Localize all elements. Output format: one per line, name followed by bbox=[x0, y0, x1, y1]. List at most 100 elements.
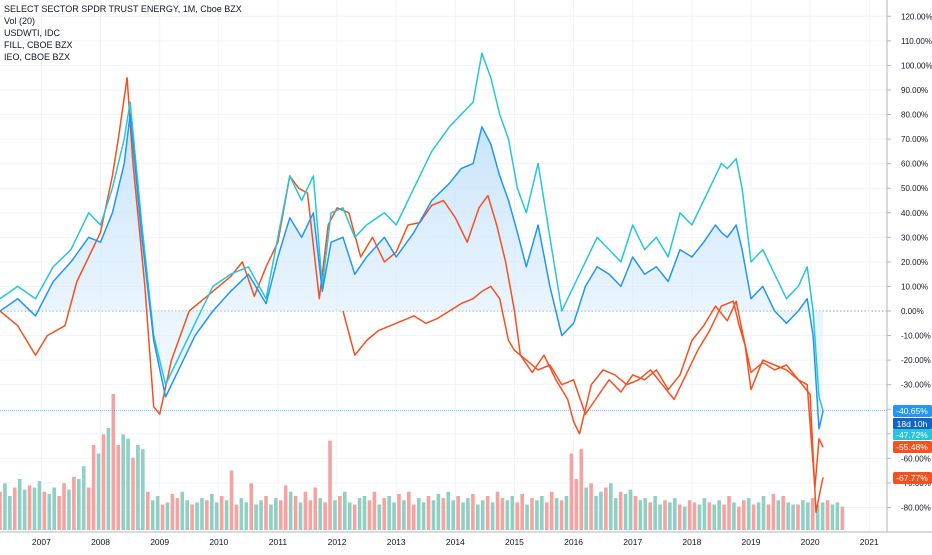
volume-bar bbox=[441, 498, 446, 530]
y-tick-label: 50.00% bbox=[901, 184, 928, 193]
volume-bar bbox=[618, 491, 623, 530]
volume-bar bbox=[244, 502, 249, 530]
volume-bar bbox=[234, 504, 239, 530]
volume-bar bbox=[323, 502, 327, 530]
legend-ieo[interactable]: IEO, CBOE BZX bbox=[4, 52, 71, 62]
volume-bar bbox=[42, 491, 47, 530]
volume-bar bbox=[313, 487, 318, 530]
volume-bar bbox=[569, 453, 574, 530]
volume-bar bbox=[451, 500, 455, 530]
volume-bar bbox=[682, 506, 687, 530]
y-tick-label: 80.00% bbox=[901, 111, 928, 120]
x-tick-label: 2013 bbox=[387, 537, 406, 547]
volume-bar bbox=[544, 502, 549, 530]
volume-bar bbox=[515, 502, 520, 530]
volume-bar bbox=[116, 445, 121, 530]
ieo-price-label: -67.77% bbox=[896, 473, 928, 483]
fill-line bbox=[342, 285, 824, 514]
volume-bar bbox=[658, 504, 662, 530]
volume-bar bbox=[214, 502, 219, 530]
price-axis: 120.00% 110.00% 100.00% 90.00% 80.00% 70.00% 6… bbox=[886, 0, 932, 532]
volume-bar bbox=[431, 500, 436, 530]
volume-bar bbox=[673, 498, 677, 530]
volume-bar bbox=[648, 502, 653, 530]
x-tick-label: 2017 bbox=[623, 537, 642, 547]
volume-bar bbox=[318, 498, 322, 530]
volume-bar bbox=[27, 485, 32, 530]
countdown-label-bg bbox=[893, 418, 932, 429]
volume-bar bbox=[81, 466, 86, 530]
volume-bar bbox=[254, 504, 258, 530]
ieo-price-label-bg bbox=[893, 472, 932, 484]
usdwti-price-label-bg bbox=[893, 429, 932, 440]
volume-bar bbox=[387, 496, 391, 530]
volume-bar bbox=[663, 500, 667, 530]
x-tick-label: 2011 bbox=[269, 537, 288, 547]
volume-bar bbox=[357, 498, 362, 530]
volume-bar bbox=[751, 504, 756, 530]
volume-bar bbox=[707, 502, 712, 530]
volume-bar bbox=[820, 502, 825, 530]
volume-bar bbox=[219, 496, 224, 530]
legend-fill[interactable]: FILL, CBOE BZX bbox=[4, 40, 73, 50]
volume-bar bbox=[52, 487, 56, 530]
volume-bar bbox=[791, 504, 795, 530]
volume-bar bbox=[362, 496, 367, 530]
volume-bar bbox=[352, 504, 357, 530]
volume-bar bbox=[210, 493, 214, 530]
volume-bar bbox=[195, 502, 199, 530]
y-tick-label: 60.00% bbox=[901, 160, 928, 169]
legend-volume[interactable]: Vol (20) bbox=[4, 16, 36, 26]
volume-bar bbox=[86, 487, 91, 530]
volume-bar bbox=[343, 491, 347, 530]
volume-bar bbox=[692, 502, 697, 530]
volume-bar bbox=[121, 434, 125, 530]
legend-main-symbol[interactable]: SELECT SECTOR SPDR TRUST ENERGY, 1M, Cbo… bbox=[4, 4, 242, 14]
volume-bar bbox=[170, 493, 175, 530]
y-tick-label: 120.00% bbox=[901, 12, 932, 21]
volume-bar bbox=[559, 500, 564, 530]
volume-bar bbox=[801, 500, 805, 530]
volume-bar bbox=[825, 500, 830, 530]
volume-bar bbox=[495, 491, 500, 530]
volume-bar bbox=[269, 504, 273, 530]
volume-bar bbox=[786, 502, 790, 530]
volume-bar bbox=[416, 498, 421, 530]
volume-bar bbox=[766, 504, 771, 530]
x-tick-label: 2012 bbox=[328, 537, 347, 547]
volume-bar bbox=[609, 483, 613, 530]
volume-bar bbox=[436, 493, 441, 530]
usdwti-line bbox=[0, 76, 824, 489]
volume-bar bbox=[249, 483, 254, 530]
volume-bar bbox=[564, 496, 569, 530]
volume-bar bbox=[145, 491, 150, 530]
volume-bar bbox=[278, 500, 283, 530]
volume-bar bbox=[106, 428, 111, 530]
volume-bar bbox=[776, 500, 781, 530]
volume-bar bbox=[165, 502, 170, 530]
price-labels: -40.65% 18d 10h -47.72% -55.48% -67.77% bbox=[893, 405, 932, 484]
volume-bars bbox=[0, 394, 845, 530]
volume-bar bbox=[535, 500, 539, 530]
volume-bar bbox=[579, 449, 584, 530]
x-tick-label: 2018 bbox=[682, 537, 701, 547]
volume-bar bbox=[490, 502, 495, 530]
series-lines bbox=[0, 52, 887, 514]
y-tick-label: 110.00% bbox=[901, 37, 932, 46]
volume-bar bbox=[426, 496, 431, 530]
chart-legend: SELECT SECTOR SPDR TRUST ENERGY, 1M, Cbo… bbox=[4, 3, 242, 63]
y-tick-label: 20.00% bbox=[901, 258, 928, 267]
time-axis: 2007 2008 2009 2010 2011 2012 2013 2014 2015 2016… bbox=[0, 531, 932, 547]
volume-bar bbox=[131, 457, 135, 530]
y-tick-label: 0.00% bbox=[901, 307, 924, 316]
volume-bar bbox=[111, 394, 116, 530]
volume-bar bbox=[372, 491, 377, 530]
y-tick-label: 30.00% bbox=[901, 233, 928, 242]
fill-price-label-bg bbox=[893, 441, 932, 453]
legend-usdwti[interactable]: USDWTI, IDC bbox=[4, 28, 60, 38]
volume-bar bbox=[402, 500, 406, 530]
volume-bar bbox=[382, 498, 387, 530]
volume-bar bbox=[727, 496, 731, 530]
volume-bar bbox=[96, 453, 101, 530]
